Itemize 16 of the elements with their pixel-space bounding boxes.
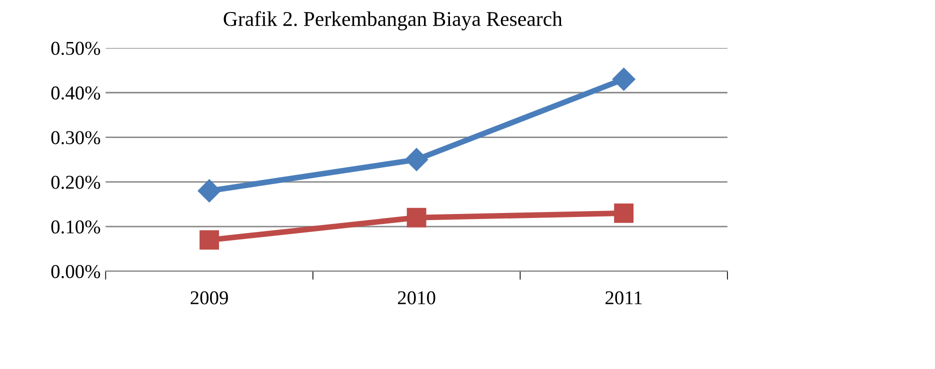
x-tick-label: 2009 [190, 291, 228, 304]
point [198, 179, 221, 202]
y-tick-label: 0.00% [51, 265, 100, 278]
point [612, 68, 636, 91]
y-tick-label: 0.40% [51, 86, 100, 100]
x-tick-label: 2011 [606, 291, 642, 304]
y-tick-label: 0.20% [51, 176, 100, 189]
point [405, 148, 428, 172]
point [614, 203, 634, 223]
point [200, 230, 220, 250]
y-tick-label: 0.10% [51, 220, 100, 234]
point [406, 208, 426, 228]
x-tick-label: 2010 [398, 291, 436, 304]
chart-title: Grafik 2. Perkembangan Biaya Research [224, 11, 562, 30]
y-tick-label: 0.30% [51, 131, 100, 144]
y-tick-label: 0.50% [51, 42, 100, 55]
